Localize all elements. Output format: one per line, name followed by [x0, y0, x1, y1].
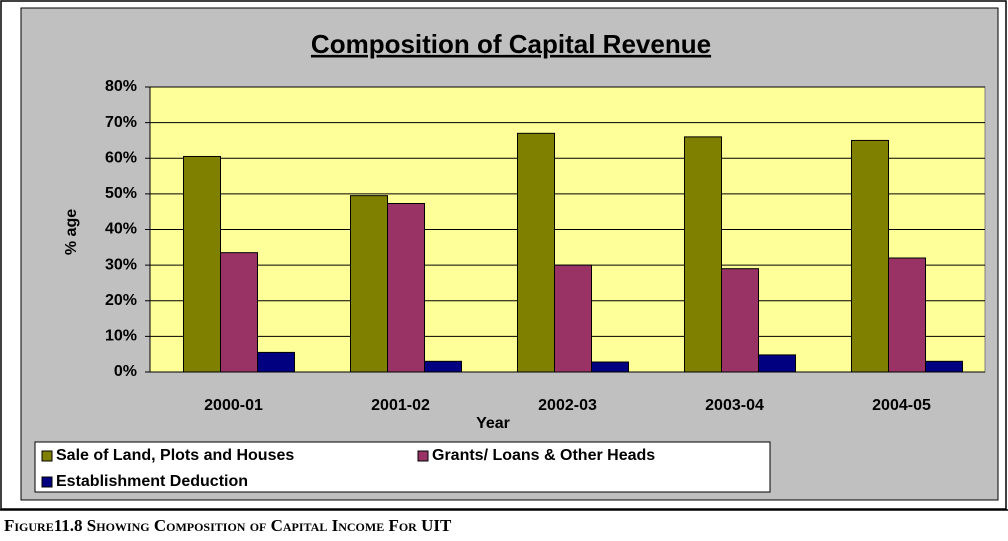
- x-axis-title: Year: [476, 415, 510, 432]
- y-tick-label: 80%: [105, 78, 137, 95]
- bar: [684, 136, 722, 373]
- x-tick-label: 2001-02: [371, 397, 430, 414]
- bar: [517, 132, 555, 373]
- chart-title: Composition of Capital Revenue: [311, 29, 711, 59]
- legend-label: Establishment Deduction: [56, 473, 248, 490]
- bar: [387, 202, 425, 373]
- y-tick-label: 40%: [105, 221, 137, 238]
- y-tick-label: 70%: [105, 114, 137, 131]
- legend-label: Grants/ Loans & Other Heads: [432, 447, 655, 464]
- bar: [925, 360, 963, 373]
- y-tick-label: 30%: [105, 256, 137, 273]
- legend-swatch: [41, 476, 53, 488]
- y-tick-label: 50%: [105, 185, 137, 202]
- bar: [851, 139, 889, 373]
- y-tick-label: 20%: [105, 292, 137, 309]
- bar: [350, 195, 388, 373]
- y-tick-label: 60%: [105, 149, 137, 166]
- bar: [183, 155, 221, 373]
- legend: [34, 441, 771, 493]
- y-tick-label: 10%: [105, 328, 137, 345]
- x-tick-label: 2004-05: [872, 397, 931, 414]
- bar: [424, 360, 462, 373]
- bar: [220, 252, 258, 373]
- caption: Figure11.8 Showing Composition of Capita…: [4, 516, 452, 535]
- bar: [257, 351, 295, 373]
- legend-label: Sale of Land, Plots and Houses: [56, 447, 294, 464]
- x-tick-label: 2000-01: [204, 397, 263, 414]
- bar: [888, 257, 926, 373]
- bar: [758, 354, 796, 373]
- y-axis-title: % age: [63, 209, 80, 255]
- bar: [591, 361, 629, 373]
- x-tick-label: 2003-04: [705, 397, 764, 414]
- x-tick-label: 2002-03: [538, 397, 597, 414]
- legend-swatch: [41, 450, 53, 462]
- bar: [721, 268, 759, 373]
- y-tick-label: 0%: [114, 363, 137, 380]
- legend-swatch: [417, 450, 429, 462]
- bar: [554, 264, 592, 373]
